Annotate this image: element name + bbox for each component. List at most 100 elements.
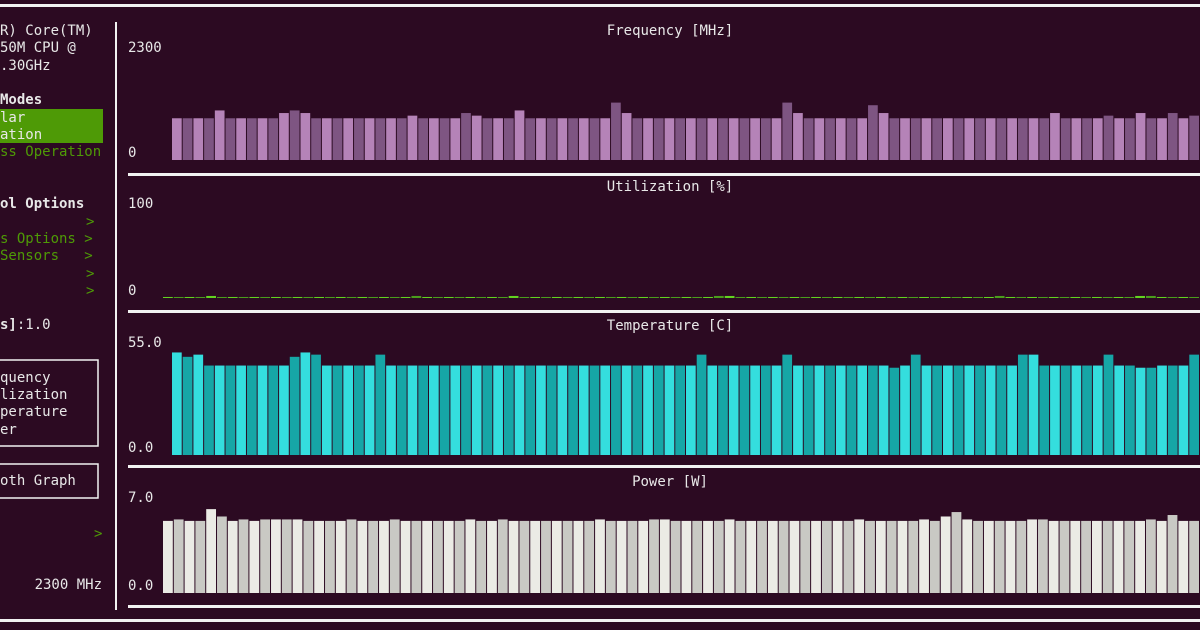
- bar: [670, 296, 681, 298]
- bar: [1178, 296, 1189, 298]
- bar: [195, 520, 206, 593]
- bar: [1050, 365, 1060, 455]
- bar: [835, 365, 846, 455]
- bar: [1103, 115, 1114, 160]
- menu-item[interactable]: s Options >: [0, 231, 93, 247]
- bar: [225, 365, 236, 455]
- y-tick-label: 0.0: [128, 440, 153, 456]
- bar: [172, 118, 182, 160]
- menu-item[interactable]: >: [86, 214, 94, 230]
- bar: [439, 118, 450, 160]
- bar: [482, 118, 493, 160]
- bar: [1039, 118, 1050, 160]
- bar: [814, 365, 825, 455]
- bar: [983, 520, 994, 593]
- menu-item[interactable]: >: [94, 526, 102, 542]
- graph-toggle[interactable]: lization: [0, 387, 67, 403]
- bar: [172, 352, 182, 455]
- smooth-toggle[interactable]: oth Graph: [0, 473, 76, 489]
- graph-toggle[interactable]: er: [0, 422, 17, 438]
- bar: [461, 365, 471, 455]
- refresh-rate[interactable]: s]:1.0: [0, 317, 51, 333]
- bar: [1125, 365, 1135, 455]
- menu-item[interactable]: >: [86, 283, 94, 299]
- bar: [182, 118, 193, 160]
- bar: [627, 520, 638, 593]
- bar: [493, 118, 503, 160]
- mode-option[interactable]: lar: [0, 110, 25, 126]
- bar: [843, 296, 854, 298]
- bar: [600, 118, 611, 160]
- bar: [335, 296, 346, 298]
- bar: [249, 520, 260, 593]
- bar: [487, 520, 497, 593]
- bar: [1189, 296, 1199, 298]
- mode-option[interactable]: ss Operation: [0, 144, 101, 160]
- bar: [357, 296, 368, 298]
- mode-option[interactable]: ation: [0, 127, 42, 143]
- bar: [508, 295, 519, 298]
- y-tick-label: 7.0: [128, 490, 153, 506]
- bar: [450, 365, 461, 455]
- bar: [206, 295, 217, 298]
- bar: [692, 520, 703, 593]
- section-heading: ol Options: [0, 196, 84, 212]
- bar: [1005, 520, 1016, 593]
- bar: [589, 118, 600, 160]
- bar: [919, 519, 929, 593]
- bar: [1145, 295, 1156, 298]
- selected-mode[interactable]: [0, 109, 103, 143]
- bar: [193, 354, 204, 455]
- graph-divider: [128, 605, 1200, 608]
- bar: [800, 296, 811, 298]
- bar: [214, 110, 225, 160]
- menu-item[interactable]: >: [86, 266, 94, 282]
- graph-toggle[interactable]: perature: [0, 404, 67, 420]
- bar: [325, 520, 335, 593]
- bar: [692, 296, 703, 298]
- bar: [653, 365, 664, 455]
- bar: [983, 296, 994, 298]
- bar: [1157, 365, 1167, 455]
- bar: [396, 118, 407, 160]
- bar: [225, 118, 236, 160]
- bar: [257, 118, 268, 160]
- bar: [964, 118, 975, 160]
- bar: [227, 520, 238, 593]
- bar: [578, 365, 589, 455]
- y-tick-label: 0: [128, 283, 136, 299]
- bar: [675, 365, 685, 455]
- bar: [782, 354, 793, 455]
- graph-divider: [128, 310, 1200, 313]
- bar: [281, 296, 292, 298]
- bar: [803, 118, 814, 160]
- bar: [1102, 296, 1113, 298]
- bar: [767, 296, 778, 298]
- bar: [514, 110, 525, 160]
- bar: [760, 118, 771, 160]
- bar: [279, 365, 289, 455]
- bar: [346, 296, 357, 298]
- graph-title: Utilization [%]: [607, 179, 733, 195]
- bar: [951, 512, 962, 593]
- bar: [789, 296, 800, 298]
- frequency-readout: 2300 MHz: [35, 577, 102, 593]
- bar: [551, 520, 562, 593]
- bar: [260, 519, 271, 593]
- bar: [411, 295, 422, 298]
- bar: [321, 118, 332, 160]
- bar: [908, 520, 919, 593]
- bar: [643, 118, 653, 160]
- bar: [940, 296, 951, 298]
- bar: [900, 365, 910, 455]
- bar: [875, 296, 886, 298]
- bar: [724, 295, 735, 298]
- menu-item[interactable]: Sensors >: [0, 248, 93, 264]
- bar: [825, 118, 835, 160]
- bar: [557, 118, 568, 160]
- bar: [739, 365, 750, 455]
- bar: [854, 519, 865, 593]
- bar: [357, 520, 368, 593]
- graph-toggle[interactable]: quency: [0, 370, 51, 386]
- bar: [1091, 296, 1102, 298]
